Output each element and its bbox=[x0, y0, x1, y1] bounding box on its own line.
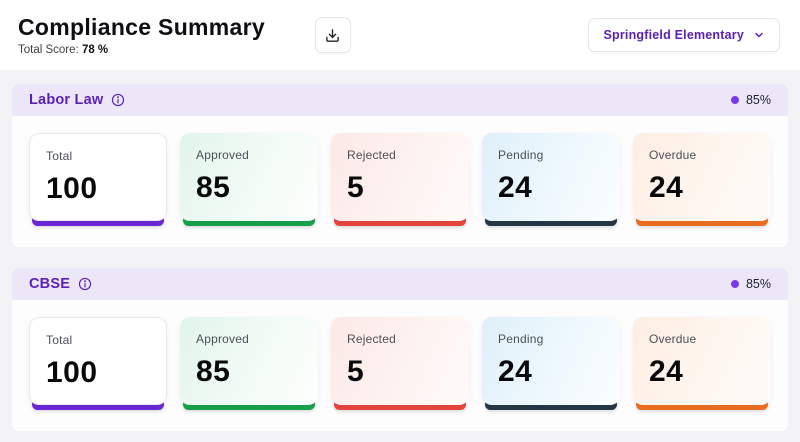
card-label: Total bbox=[46, 149, 73, 163]
section-labor-law-cards: Total 100 Approved 85 Rejected 5 bbox=[12, 116, 788, 247]
total-score-value: 78 % bbox=[81, 44, 109, 56]
card-label: Pending bbox=[498, 332, 544, 346]
school-selector-value: Springfield Elementary bbox=[603, 28, 744, 42]
card-label: Approved bbox=[196, 148, 249, 162]
download-button[interactable] bbox=[314, 17, 351, 53]
card-label: Total bbox=[46, 333, 73, 347]
section-score-badge: 85% bbox=[730, 93, 771, 107]
page-title: Compliance Summary bbox=[18, 14, 265, 40]
content: Labor Law 85% Total 100 bbox=[0, 70, 800, 431]
score-value: 85% bbox=[745, 93, 771, 107]
section-cbse: CBSE 85% Total 100 bbox=[12, 268, 788, 431]
card-label: Rejected bbox=[347, 148, 396, 162]
total-score: Total Score: 78 % bbox=[18, 44, 265, 56]
stat-card-total: Total 100 bbox=[29, 317, 167, 410]
stat-card-total: Total 100 bbox=[29, 133, 167, 226]
card-value: 5 bbox=[347, 171, 365, 204]
section-labor-law-header: Labor Law 85% bbox=[12, 84, 788, 116]
download-icon bbox=[325, 28, 340, 43]
card-label: Overdue bbox=[649, 148, 697, 162]
card-value: 24 bbox=[498, 171, 533, 204]
card-value: 100 bbox=[46, 356, 98, 389]
score-dot-icon bbox=[730, 280, 739, 288]
total-score-label: Total Score: bbox=[18, 44, 79, 56]
card-value: 85 bbox=[196, 171, 231, 204]
school-selector-dropdown[interactable]: Springfield Elementary bbox=[588, 18, 780, 52]
score-value: 85% bbox=[745, 277, 771, 291]
card-value: 85 bbox=[196, 355, 231, 388]
section-cbse-header: CBSE 85% bbox=[12, 268, 788, 300]
card-value: 24 bbox=[498, 355, 533, 388]
card-value: 24 bbox=[649, 355, 684, 388]
card-label: Pending bbox=[498, 148, 544, 162]
section-cbse-cards: Total 100 Approved 85 Rejected 5 bbox=[12, 300, 788, 431]
chevron-down-icon bbox=[753, 29, 765, 41]
stat-card-pending: Pending 24 bbox=[482, 133, 620, 226]
stat-card-rejected: Rejected 5 bbox=[331, 133, 469, 226]
header: Compliance Summary Total Score: 78 % Spr… bbox=[0, 0, 800, 70]
title-block: Compliance Summary Total Score: 78 % bbox=[18, 14, 265, 56]
stat-card-approved: Approved 85 bbox=[180, 317, 318, 410]
section-title: Labor Law bbox=[29, 92, 104, 108]
stat-card-rejected: Rejected 5 bbox=[331, 317, 469, 410]
section-score-badge: 85% bbox=[730, 277, 771, 291]
card-value: 100 bbox=[46, 172, 98, 205]
card-value: 5 bbox=[347, 355, 365, 388]
stat-card-overdue: Overdue 24 bbox=[633, 317, 771, 410]
card-label: Overdue bbox=[649, 332, 697, 346]
section-labor-law: Labor Law 85% Total 100 bbox=[12, 84, 788, 247]
card-label: Approved bbox=[196, 332, 249, 346]
stat-card-approved: Approved 85 bbox=[180, 133, 318, 226]
stat-card-overdue: Overdue 24 bbox=[633, 133, 771, 226]
info-icon[interactable] bbox=[111, 93, 125, 107]
info-icon[interactable] bbox=[78, 277, 92, 291]
card-label: Rejected bbox=[347, 332, 396, 346]
stat-card-pending: Pending 24 bbox=[482, 317, 620, 410]
card-value: 24 bbox=[649, 171, 684, 204]
section-title: CBSE bbox=[29, 276, 71, 292]
score-dot-icon bbox=[730, 96, 739, 104]
